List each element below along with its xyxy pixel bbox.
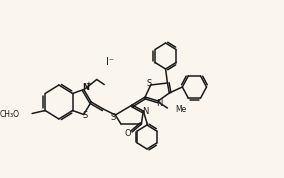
- Text: O: O: [124, 130, 131, 138]
- Text: Me: Me: [175, 104, 186, 114]
- Text: N: N: [142, 106, 148, 116]
- Text: S: S: [146, 78, 151, 88]
- Text: I⁻: I⁻: [106, 57, 114, 67]
- Text: N: N: [156, 98, 162, 108]
- Text: S: S: [111, 112, 116, 122]
- Text: N: N: [82, 83, 89, 92]
- Text: +: +: [85, 82, 91, 88]
- Text: CH₃O: CH₃O: [0, 110, 20, 119]
- Text: S: S: [82, 111, 87, 120]
